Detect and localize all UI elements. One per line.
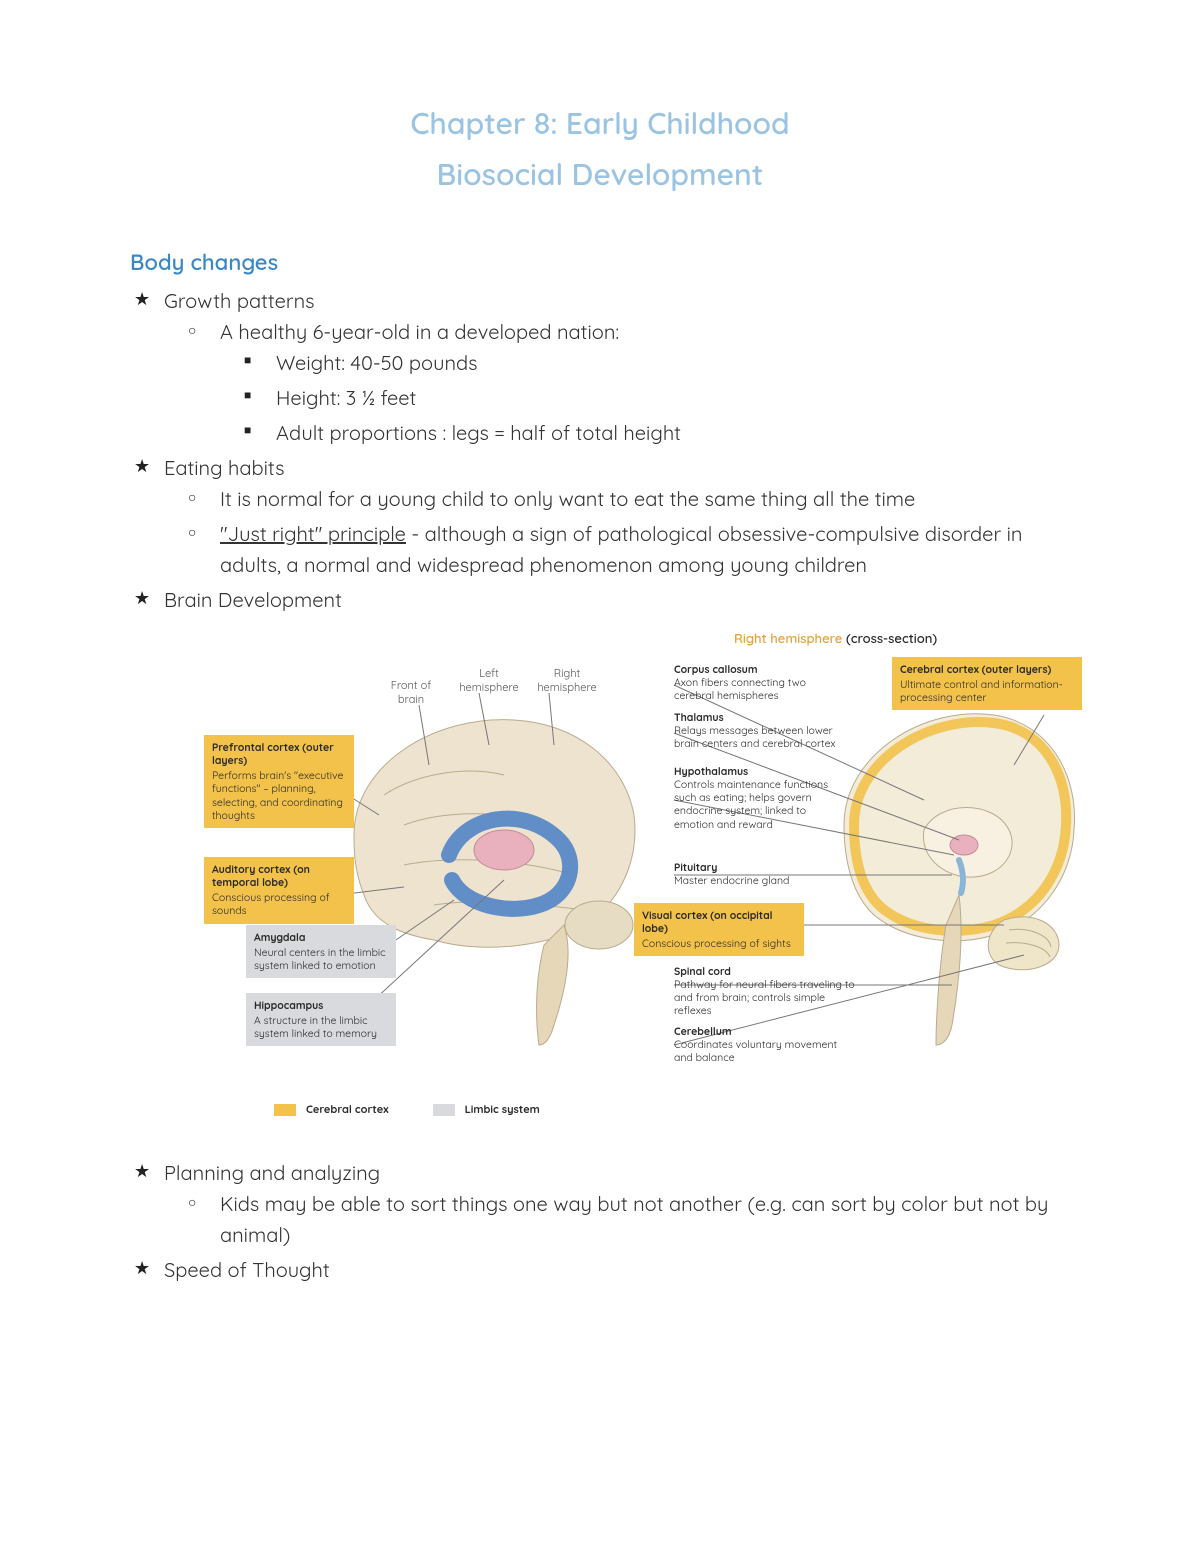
text-proportions: Adult proportions : legs = half of total… xyxy=(276,420,681,445)
item-weight: Weight: 40-50 pounds xyxy=(276,347,1070,378)
legend-swatch-cortex xyxy=(274,1104,296,1116)
item-growth-patterns: Growth patterns A healthy 6-year-old in … xyxy=(164,285,1070,448)
page-title-line2: Biosocial Development xyxy=(130,151,1070,198)
item-brain-development: Brain Development xyxy=(164,584,1070,1145)
box-auditory-body: Conscious processing of sounds xyxy=(212,891,346,917)
label-spinal: Spinal cord Pathway for neural fibers tr… xyxy=(674,965,859,1018)
label-spinal-body: Pathway for neural fibers traveling to a… xyxy=(674,978,859,1017)
legend-label-limbic: Limbic system xyxy=(465,1103,540,1117)
text-growth-intro: A healthy 6-year-old in a developed nati… xyxy=(220,319,619,344)
diagram-title-paren: (cross-section) xyxy=(842,631,937,647)
label-corpus-body: Axon fibers connecting two cerebral hemi… xyxy=(674,676,844,702)
text-eating-norm: It is normal for a young child to only w… xyxy=(220,486,915,511)
box-prefrontal-body: Performs brain's "executive functions" –… xyxy=(212,769,346,822)
box-visual: Visual cortex (on occipital lobe) Consci… xyxy=(634,903,804,956)
item-proportions: Adult proportions : legs = half of total… xyxy=(276,417,1070,448)
item-just-right: "Just right" principle - although a sign… xyxy=(220,518,1070,580)
text-speed: Speed of Thought xyxy=(164,1257,330,1282)
brain-left xyxy=(354,720,635,1045)
legend-label-cortex: Cerebral cortex xyxy=(306,1103,389,1117)
label-corpus: Corpus callosum Axon fibers connecting t… xyxy=(674,663,844,702)
legend-swatch-limbic xyxy=(433,1104,455,1116)
item-growth-intro: A healthy 6-year-old in a developed nati… xyxy=(220,316,1070,448)
label-left-hemisphere: Left hemisphere xyxy=(454,667,524,695)
page-title-line1: Chapter 8: Early Childhood xyxy=(130,100,1070,147)
item-planning: Planning and analyzing Kids may be able … xyxy=(164,1157,1070,1250)
item-eating-habits: Eating habits It is normal for a young c… xyxy=(164,452,1070,580)
item-speed: Speed of Thought xyxy=(164,1254,1070,1285)
diagram-title: Right hemisphere (cross-section) xyxy=(734,631,937,647)
text-eating-habits: Eating habits xyxy=(164,455,284,480)
section-heading-body-changes: Body changes xyxy=(130,245,1070,279)
box-visual-title: Visual cortex (on occipital lobe) xyxy=(642,909,796,935)
legend: Cerebral cortex Limbic system xyxy=(274,1103,540,1117)
label-pituitary: Pituitary Master endocrine gland xyxy=(674,861,849,887)
box-prefrontal: Prefrontal cortex (outer layers) Perform… xyxy=(204,735,354,828)
box-cerebral-cortex: Cerebral cortex (outer layers) Ultimate … xyxy=(892,657,1082,710)
text-height: Height: 3 ½ feet xyxy=(276,385,416,410)
box-auditory-title: Auditory cortex (on temporal lobe) xyxy=(212,863,346,889)
text-planning: Planning and analyzing xyxy=(164,1160,380,1185)
label-right-hemisphere: Right hemisphere xyxy=(530,667,604,695)
label-thalamus: Thalamus Relays messages between lower b… xyxy=(674,711,849,750)
label-hypothalamus: Hypothalamus Controls maintenance functi… xyxy=(674,765,849,831)
brain-right xyxy=(844,714,1075,1045)
box-hippocampus-body: A structure in the limbic system linked … xyxy=(254,1014,388,1040)
box-visual-body: Conscious processing of sights xyxy=(642,937,796,950)
box-auditory: Auditory cortex (on temporal lobe) Consc… xyxy=(204,857,354,924)
diagram-title-right-hemi: Right hemisphere xyxy=(734,631,842,647)
label-front-of-brain: Front of brain xyxy=(384,679,438,707)
box-cerebral-title: Cerebral cortex (outer layers) xyxy=(900,663,1074,676)
box-amygdala-body: Neural centers in the limbic system link… xyxy=(254,946,388,972)
box-hippocampus: Hippocampus A structure in the limbic sy… xyxy=(246,993,396,1046)
item-eating-norm: It is normal for a young child to only w… xyxy=(220,483,1070,514)
text-brain-development: Brain Development xyxy=(164,587,342,612)
item-planning-detail: Kids may be able to sort things one way … xyxy=(220,1188,1070,1250)
text-planning-detail: Kids may be able to sort things one way … xyxy=(220,1191,1048,1247)
label-cerebellum: Cerebellum Coordinates voluntary movemen… xyxy=(674,1025,854,1064)
text-growth-patterns: Growth patterns xyxy=(164,288,315,313)
label-pituitary-body: Master endocrine gland xyxy=(674,874,849,887)
item-height: Height: 3 ½ feet xyxy=(276,382,1070,413)
box-hippocampus-title: Hippocampus xyxy=(254,999,388,1012)
label-cerebellum-body: Coordinates voluntary movement and balan… xyxy=(674,1038,854,1064)
outline-root: Growth patterns A healthy 6-year-old in … xyxy=(130,285,1070,1285)
brain-diagram: Right hemisphere (cross-section) Front o… xyxy=(204,625,1084,1145)
box-amygdala-title: Amygdala xyxy=(254,931,388,944)
label-hypothalamus-body: Controls maintenance functions such as e… xyxy=(674,778,849,831)
text-weight: Weight: 40-50 pounds xyxy=(276,350,478,375)
box-cerebral-body: Ultimate control and information-process… xyxy=(900,678,1074,704)
label-thalamus-body: Relays messages between lower brain cent… xyxy=(674,724,849,750)
term-just-right: "Just right" principle xyxy=(220,521,406,546)
box-prefrontal-title: Prefrontal cortex (outer layers) xyxy=(212,741,346,767)
box-amygdala: Amygdala Neural centers in the limbic sy… xyxy=(246,925,396,978)
